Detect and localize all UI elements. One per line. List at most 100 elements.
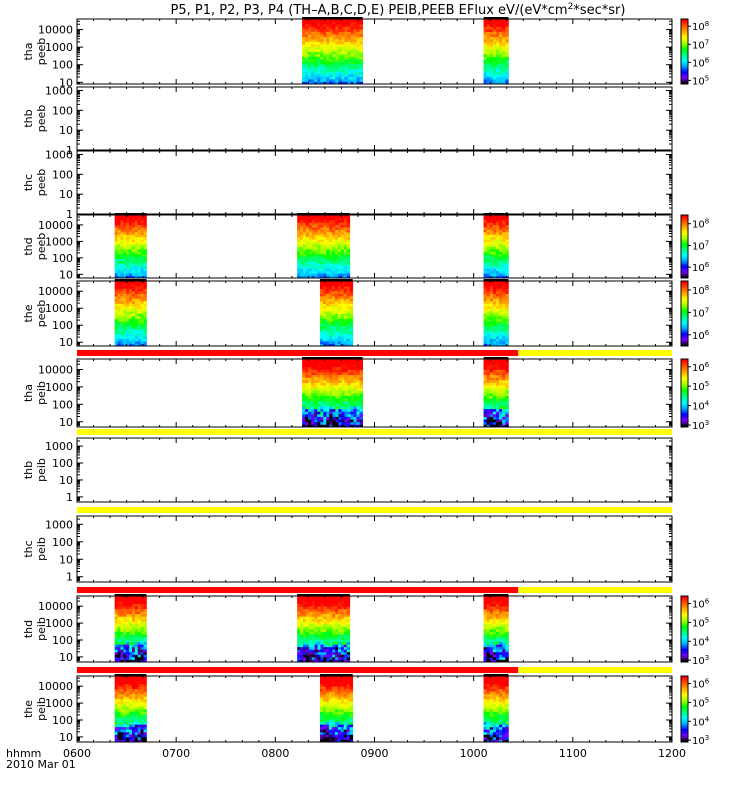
colorbar-cell	[681, 408, 688, 411]
colorbar-frame	[680, 675, 689, 743]
colorbar-cell	[681, 614, 688, 617]
spectrogram-block	[114, 215, 147, 279]
colorbar-cell	[681, 694, 688, 697]
panel-label-probe: thb	[22, 109, 35, 127]
colorbar-cell	[681, 300, 688, 303]
colorbar-cell	[681, 733, 688, 736]
colorbar-cell	[681, 680, 688, 683]
x-tick-label: 1100	[559, 747, 587, 760]
spectrogram-block	[114, 676, 147, 743]
y-tick-label: 10000	[38, 285, 73, 298]
colorbar-cell	[681, 294, 688, 297]
colorbar-cell	[681, 715, 688, 718]
panel-label-probe: tha	[22, 384, 35, 402]
colorbar-label: 108	[692, 218, 709, 231]
colorbar-cell	[681, 396, 688, 399]
panel-label-product: peeb	[35, 300, 48, 328]
colorbar-cell	[681, 707, 688, 710]
colorbar-cell	[681, 265, 688, 268]
colorbar-cell	[681, 329, 688, 332]
flag-bar-red	[77, 667, 519, 673]
colorbar-cell	[681, 320, 688, 323]
panel-label-probe: thc	[22, 540, 35, 557]
x-unit-label: hhmm	[6, 747, 41, 760]
colorbar: 103 104 105 106	[680, 358, 710, 432]
panel-label: thb peeb	[22, 105, 48, 133]
colorbar-label: 105	[692, 696, 709, 709]
panel-thb-peib: 1 10 100 1000 thb peib	[22, 429, 673, 504]
colorbar-cell	[681, 403, 688, 406]
colorbar-cell	[681, 391, 688, 394]
colorbar-cell	[681, 215, 688, 217]
colorbar-label: 107	[692, 239, 709, 252]
colorbar-cell	[681, 75, 688, 78]
colorbar-cell	[681, 254, 688, 257]
colorbar-cell	[681, 342, 688, 345]
panel-label-product: peib	[35, 381, 48, 405]
colorbar-cell	[681, 74, 688, 77]
panel-frame	[76, 515, 673, 583]
colorbar-cell	[681, 413, 688, 416]
colorbar-cell	[681, 596, 688, 599]
colorbar-cell	[681, 230, 688, 233]
colorbar-cell	[681, 645, 688, 648]
colorbar-cell	[681, 629, 688, 632]
spectrogram-block	[483, 359, 509, 428]
colorbar-cell	[681, 218, 688, 221]
colorbar-cell	[681, 35, 688, 38]
colorbar: 105 106 107 108	[680, 18, 710, 87]
y-tick-label: 10000	[38, 680, 73, 693]
colorbar-cell	[681, 262, 688, 265]
colorbar-cell	[681, 655, 688, 658]
y-tick-label: 100	[52, 252, 73, 265]
title-suffix: *sec*sr)	[573, 3, 625, 18]
colorbar-cell	[681, 640, 688, 643]
time-axis: 0600 0700 0800 0900 1000 1100 1200	[63, 747, 686, 760]
panel-frame	[76, 86, 673, 151]
colorbar-cell	[681, 367, 688, 370]
panel-label: tha peib	[22, 381, 48, 405]
colorbar-cell	[681, 384, 688, 387]
colorbar-cell	[681, 723, 688, 726]
colorbar-cell	[681, 333, 688, 336]
y-tick-label: 10	[59, 76, 73, 89]
panel-frame	[76, 358, 673, 428]
panel-label-product: peeb	[35, 38, 48, 66]
y-tick-label: 100	[52, 319, 73, 332]
coverage-marker	[483, 213, 509, 215]
colorbar-cell	[681, 337, 688, 340]
colorbar-cell	[681, 72, 688, 75]
panel-thc-peeb: 1 10 100 1000 thc peeb	[22, 148, 673, 221]
colorbar-cell	[681, 689, 688, 692]
coverage-marker	[297, 213, 350, 215]
colorbar-cell	[681, 642, 688, 645]
panel-label-probe: thb	[22, 461, 35, 479]
colorbar-cell	[681, 648, 688, 651]
colorbar-cell	[681, 222, 688, 225]
flag-bar-red	[77, 587, 519, 593]
colorbar-cell	[681, 635, 688, 638]
title-superscript: 2	[568, 2, 574, 12]
panel-label-product: peib	[35, 458, 48, 482]
colorbar-cell	[681, 365, 688, 368]
colorbar-cell	[681, 657, 688, 660]
title-text: P5, P1, P2, P3, P4 (TH–A,B,C,D,E) PEIB,P…	[171, 3, 568, 18]
colorbar-cell	[681, 23, 688, 26]
y-tick-label: 10	[59, 124, 73, 137]
colorbar-cell	[681, 324, 688, 327]
colorbar-cell	[681, 80, 688, 83]
coverage-marker	[114, 594, 147, 596]
colorbar-cell	[681, 79, 688, 82]
colorbar-cell	[681, 710, 688, 713]
colorbar-cell	[681, 704, 688, 707]
colorbar-label: 104	[692, 715, 710, 728]
panel-frame	[76, 675, 673, 743]
colorbar-cell	[681, 730, 688, 733]
colorbar-cell	[681, 313, 688, 316]
colorbar-cell	[681, 273, 688, 276]
colorbar-cell	[681, 290, 688, 293]
colorbar-cell	[681, 382, 688, 385]
colorbar-cell	[681, 360, 688, 363]
colorbar-cell	[681, 221, 688, 224]
